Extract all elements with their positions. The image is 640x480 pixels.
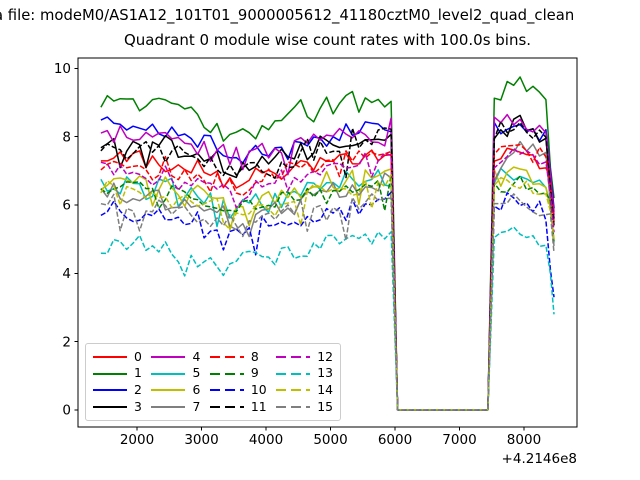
legend-label: 7: [192, 398, 201, 414]
x-tick-label: 3000: [184, 432, 218, 448]
legend-entry: 12: [276, 349, 333, 365]
y-tick-label: 2: [62, 334, 71, 350]
legend-line-sample: [276, 356, 311, 358]
series-line-14: [100, 174, 555, 411]
legend-label: 14: [317, 382, 333, 398]
legend-line-sample: [151, 372, 186, 375]
legend-line-sample: [276, 389, 311, 392]
series-line-13: [100, 226, 555, 411]
legend-label: 12: [317, 348, 333, 364]
legend-label: 4: [192, 348, 201, 364]
legend-line-sample: [93, 389, 127, 392]
axes-frame: [77, 57, 578, 428]
series-line-2: [100, 116, 555, 411]
series-line-1: [100, 76, 555, 411]
x-tick-label: 8000: [507, 432, 541, 448]
legend-label: 1: [134, 365, 142, 381]
axes-title: Quadrant 0 module wise count rates with …: [123, 31, 532, 49]
legend-entry: 9: [209, 365, 267, 382]
legend-entry: 1: [93, 366, 142, 382]
legend-label: 15: [317, 398, 333, 414]
x-tick-label: 6000: [378, 432, 412, 448]
x-axis-offset-label: +4.2146e8: [502, 451, 577, 467]
legend-entry: 10: [209, 382, 267, 398]
x-tick-label: 7000: [442, 432, 476, 448]
series-line-11: [100, 120, 555, 411]
legend-entry: 3: [93, 399, 142, 415]
x-tick-label: 2000: [120, 432, 154, 448]
series-line-7: [100, 140, 555, 411]
y-tick-label: 6: [62, 198, 71, 214]
series-line-3: [100, 114, 555, 411]
y-tick-label: 0: [62, 403, 71, 419]
legend-label: 10: [250, 382, 267, 398]
legend-line-sample: [151, 356, 186, 358]
legend-line-sample: [151, 405, 186, 408]
legend-column: 12 13 14 15: [276, 349, 333, 415]
legend-entry: 8: [209, 348, 267, 365]
legend-box: 0 1 2 3 4 5 6 7 8 9 10 11 12 13 14 15: [85, 343, 341, 421]
legend-line-sample: [209, 405, 244, 408]
legend-label: 11: [250, 398, 267, 414]
x-tick-label: 4000: [249, 432, 283, 448]
legend-label: 3: [134, 398, 142, 414]
legend-line-sample: [93, 372, 127, 375]
legend-entry: 0: [93, 349, 142, 365]
legend-entry: 14: [276, 382, 333, 398]
legend-entry: 5: [151, 366, 200, 382]
legend-label: 13: [317, 365, 333, 381]
legend-entry: 7: [151, 399, 200, 415]
series-line-8: [100, 143, 555, 411]
series-line-15: [100, 193, 555, 411]
legend-entry: 2: [93, 382, 142, 398]
legend-line-sample: [151, 389, 186, 392]
legend-line-sample: [209, 389, 244, 392]
legend-line-sample: [93, 356, 127, 358]
legend-label: 2: [134, 382, 142, 398]
y-tick-label: 10: [54, 61, 71, 77]
legend-label: 6: [192, 382, 201, 398]
y-tick-label: 8: [62, 129, 71, 145]
legend-entry: 4: [151, 349, 200, 365]
x-tick-label: 5000: [313, 432, 347, 448]
legend-line-sample: [276, 405, 311, 408]
legend-entry: 11: [209, 398, 267, 415]
series-line-10: [100, 191, 555, 411]
figure-title-filename: a file: modeM0/AS1A12_101T01_9000005612_…: [0, 7, 575, 24]
legend-line-sample: [209, 356, 244, 358]
series-line-9: [100, 174, 555, 411]
legend-label: 9: [250, 365, 259, 381]
legend-column: 8 9 10 11: [209, 348, 267, 415]
legend-entry: 13: [276, 366, 333, 382]
legend-label: 8: [250, 348, 259, 364]
legend-line-sample: [93, 405, 127, 408]
series-line-4: [100, 113, 555, 411]
y-tick-label: 4: [62, 266, 71, 282]
legend-entry: 6: [151, 382, 200, 398]
legend-line-sample: [209, 372, 244, 375]
legend-line-sample: [276, 372, 311, 375]
series-group: [100, 76, 555, 411]
legend-label: 5: [192, 365, 201, 381]
legend-label: 0: [134, 348, 142, 364]
series-line-12: [100, 147, 555, 411]
legend-entry: 15: [276, 399, 333, 415]
